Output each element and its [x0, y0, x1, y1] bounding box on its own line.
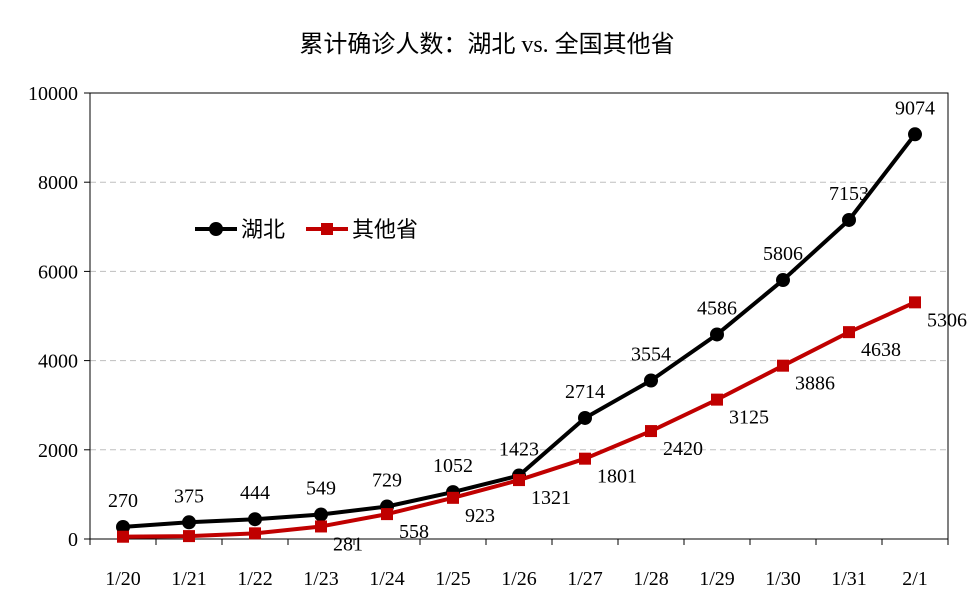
data-point [182, 515, 196, 530]
data-label: 9074 [895, 97, 935, 119]
x-tick-label: 1/31 [831, 568, 867, 590]
grid [90, 181, 948, 451]
data-point [117, 530, 129, 543]
legend-label: 其他省 [352, 217, 418, 242]
data-label: 1052 [433, 455, 473, 477]
data-label: 1321 [531, 487, 571, 509]
data-label: 549 [306, 478, 336, 500]
x-tick-label: 1/26 [501, 568, 537, 590]
chart-title: 累计确诊人数：湖北 vs. 全国其他省 [299, 31, 674, 58]
data-point [248, 512, 262, 527]
data-point [381, 508, 393, 521]
data-point [116, 519, 130, 534]
data-label: 281 [333, 533, 363, 555]
data-label: 4638 [861, 339, 901, 361]
y-tick-label: 2000 [38, 440, 78, 462]
data-label: 1801 [597, 466, 637, 488]
x-tick-label: 1/25 [435, 568, 471, 590]
data-label: 3125 [729, 407, 769, 429]
x-tick-label: 1/22 [237, 568, 273, 590]
data-label: 3554 [631, 343, 671, 365]
data-label: 2420 [663, 438, 703, 460]
x-tick-label: 1/29 [699, 568, 735, 590]
data-label: 2714 [565, 381, 605, 403]
data-point [710, 327, 724, 342]
data-label: 7153 [829, 183, 869, 205]
data-point [777, 359, 789, 372]
data-point [644, 373, 658, 388]
y-tick-label: 6000 [38, 261, 78, 283]
legend-label: 湖北 [241, 217, 285, 242]
data-point [447, 491, 459, 504]
data-label: 729 [372, 469, 402, 491]
data-point [315, 520, 327, 533]
y-tick-label: 0 [68, 529, 78, 551]
data-label: 1423 [499, 439, 539, 461]
plot-frame [89, 92, 949, 540]
data-label: 923 [465, 505, 495, 527]
data-point [579, 452, 591, 465]
x-tick-label: 2/1 [902, 568, 928, 590]
data-point [578, 410, 592, 425]
x-tick-label: 1/27 [567, 568, 603, 590]
y-tick-label: 8000 [38, 172, 78, 194]
data-label: 444 [240, 482, 270, 504]
data-label: 5806 [763, 243, 803, 265]
x-tick-label: 1/23 [303, 568, 339, 590]
legend-marker [321, 223, 333, 235]
data-label: 375 [174, 485, 204, 507]
series-group [116, 127, 922, 543]
data-label: 3886 [795, 373, 835, 395]
x-tick-label: 1/21 [171, 568, 207, 590]
data-point [908, 127, 922, 142]
x-tick-label: 1/30 [765, 568, 801, 590]
axes: 0 2000 4000 6000 8000 10000 1/20 1/21 1/22 1/23 1/… [28, 83, 949, 590]
data-label: 558 [399, 521, 429, 543]
x-tick-label: 1/28 [633, 568, 669, 590]
data-point [183, 530, 195, 543]
data-point [645, 425, 657, 438]
data-point [843, 326, 855, 339]
data-point [842, 212, 856, 227]
data-point [776, 273, 790, 288]
data-point [249, 527, 261, 540]
y-tick-label: 4000 [38, 351, 78, 373]
data-labels: 270 375 444 549 729 1052 1423 2714 3554 4586 5806 7… [108, 97, 967, 555]
data-point [314, 507, 328, 522]
data-label: 4586 [697, 297, 737, 319]
series-line-1 [122, 133, 917, 529]
data-point [513, 474, 525, 487]
y-tick-label: 10000 [28, 83, 78, 105]
data-label: 270 [108, 490, 138, 512]
legend-marker [209, 222, 223, 236]
legend: 湖北 其他省 [195, 217, 418, 242]
data-label: 5306 [927, 309, 967, 331]
data-point [909, 296, 921, 309]
data-point [711, 393, 723, 406]
x-tick-label: 1/24 [369, 568, 405, 590]
x-tick-label: 1/20 [105, 568, 141, 590]
